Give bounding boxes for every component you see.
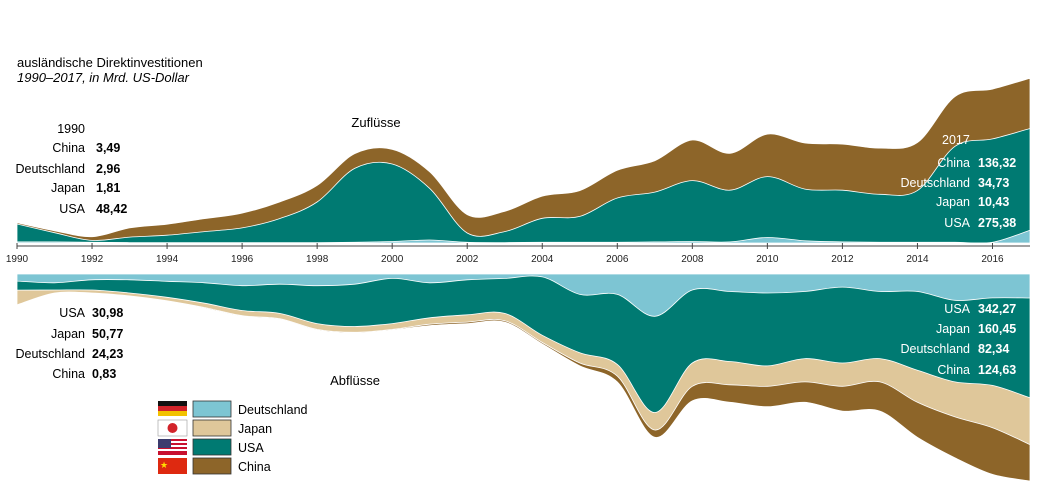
label-2017-out-value: 82,34 (978, 342, 1009, 356)
outflow-usa-area (16, 273, 1031, 413)
labels-1990-outflows: USA 30,98 Japan 50,77 Deutschland 24,23 … (16, 306, 124, 381)
label-1990-in-name: Japan (51, 181, 85, 195)
x-tick-label: 2004 (531, 254, 554, 265)
chart-title-text: ausländische Direktinvestitionen (17, 55, 203, 70)
x-tick-label: 2008 (681, 254, 704, 265)
china-flag-icon: ★ (158, 458, 187, 474)
legend-label: USA (238, 441, 264, 455)
labels-1990-inflows: China 3,49 Deutschland 2,96 Japan 1,81 U… (16, 141, 128, 216)
x-tick-label: 2002 (456, 254, 479, 265)
legend-swatch (192, 419, 232, 437)
label-2017-in-value: 275,38 (978, 216, 1016, 230)
label-1990-in-name: USA (59, 202, 85, 216)
legend-label: Deutschland (238, 403, 308, 417)
x-axis: 1990 1992 1994 1996 1998 2000 2002 2004 2006 2008… (6, 243, 1030, 265)
label-2017-out-name: USA (944, 302, 970, 316)
label-2017-out-value: 124,63 (978, 363, 1016, 377)
labels-2017: 2017 China 136,32 Deutschland 34,73 Japa… (901, 133, 1017, 377)
x-tick-label: 1994 (156, 254, 179, 265)
label-2017-in-name: China (937, 156, 970, 170)
x-tick-label: 1996 (231, 254, 254, 265)
label-1990-in-name: China (52, 141, 85, 155)
labels-2017-inflows: China 136,32 Deutschland 34,73 Japan 10,… (901, 156, 1017, 230)
label-2017-year: 2017 (942, 133, 970, 147)
label-1990-out-value: 24,23 (92, 347, 123, 361)
labels-1990: 1990 China 3,49 Deutschland 2,96 Japan 1… (16, 122, 128, 381)
outflow-layers (16, 273, 1031, 482)
label-2017-in-name: Deutschland (901, 176, 971, 190)
labels-2017-outflows: USA 342,27 Japan 160,45 Deutschland 82,3… (901, 302, 1017, 377)
outflow-deutschland-area (16, 273, 1031, 317)
label-2017-in-value: 136,32 (978, 156, 1016, 170)
label-2017-out-name: Deutschland (901, 342, 971, 356)
label-1990-in-value: 3,49 (96, 141, 120, 155)
label-1990-out-value: 50,77 (92, 327, 123, 341)
x-tick-label: 2000 (381, 254, 404, 265)
inflow-layers (16, 77, 1031, 244)
label-1990-in-name: Deutschland (16, 162, 86, 176)
label-2017-in-name: USA (944, 216, 970, 230)
x-tick-label: 1998 (306, 254, 329, 265)
label-1990-in-value: 1,81 (96, 181, 120, 195)
label-2017-out-name: Japan (936, 322, 970, 336)
label-1990-out-value: 30,98 (92, 306, 123, 320)
germany-flag-icon (158, 401, 187, 416)
legend-swatch (192, 438, 232, 456)
label-2017-out-name: China (937, 363, 970, 377)
label-1990-out-value: 0,83 (92, 367, 116, 381)
legend: Deutschland Japan USA ★ China (157, 400, 308, 475)
chart-title: ausländische Direktinvestitionen 1990–20… (17, 55, 203, 85)
label-2017-in-value: 10,43 (978, 195, 1009, 209)
label-1990-year: 1990 (57, 122, 85, 136)
x-tick-label: 2014 (906, 254, 929, 265)
japan-flag-icon (157, 419, 188, 437)
inflow-usa-area (16, 127, 1031, 244)
label-1990-out-name: USA (59, 306, 85, 320)
x-tick-label: 2006 (606, 254, 629, 265)
x-tick-label: 1992 (81, 254, 104, 265)
label-2017-in-value: 34,73 (978, 176, 1009, 190)
inflow-deutschland-area (16, 229, 1031, 244)
outflows-caption: Abflüsse (330, 373, 380, 388)
legend-label: Japan (238, 422, 272, 436)
label-2017-out-value: 342,27 (978, 302, 1016, 316)
label-2017-in-name: Japan (936, 195, 970, 209)
x-tick-label: 2010 (756, 254, 779, 265)
label-1990-out-name: Japan (51, 327, 85, 341)
x-tick-label: 2016 (981, 254, 1004, 265)
legend-label: China (238, 460, 271, 474)
svg-text:★: ★ (160, 460, 168, 470)
label-1990-out-name: China (52, 367, 85, 381)
chart-subtitle-text: 1990–2017, in Mrd. US-Dollar (17, 70, 190, 85)
label-1990-out-name: Deutschland (16, 347, 86, 361)
label-1990-in-value: 2,96 (96, 162, 120, 176)
inflows-caption: Zuflüsse (351, 115, 400, 130)
label-1990-in-value: 48,42 (96, 202, 127, 216)
x-tick-label: 2012 (831, 254, 854, 265)
x-axis-ticks: 1990 1992 1994 1996 1998 2000 2002 2004 2006 2008… (6, 243, 1004, 265)
usa-flag-icon (158, 439, 187, 455)
x-tick-label: 1990 (6, 254, 29, 265)
legend-swatch (192, 457, 232, 475)
legend-swatch (192, 400, 232, 418)
label-2017-out-value: 160,45 (978, 322, 1016, 336)
